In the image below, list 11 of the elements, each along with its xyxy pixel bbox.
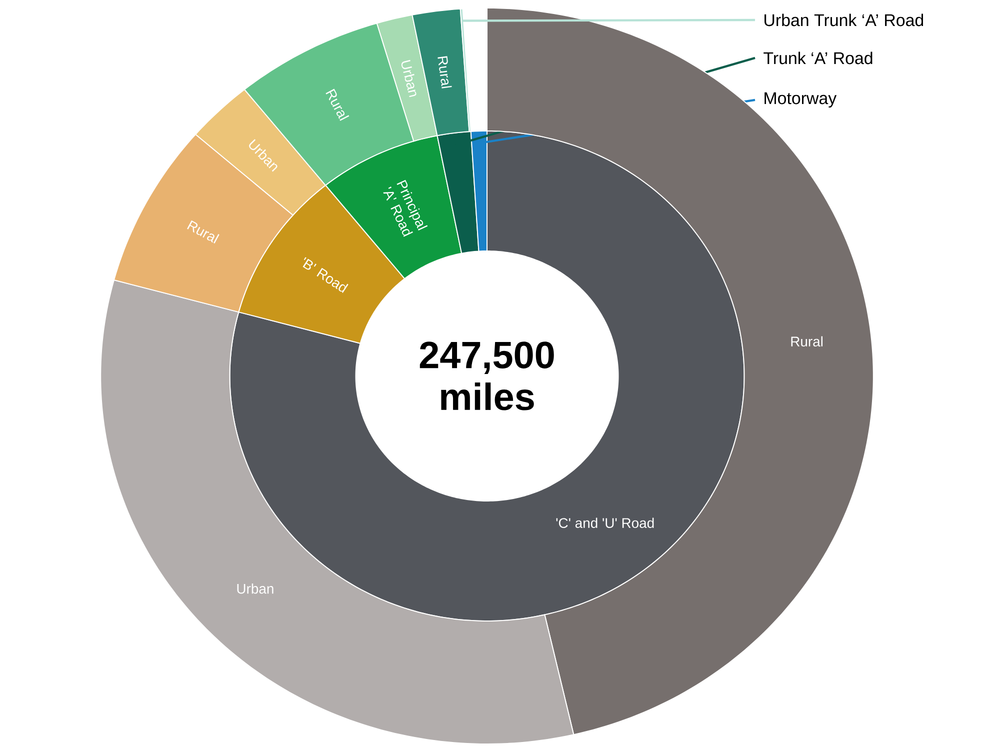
slice-label: Rural (187, 220, 220, 244)
slice-label: Urban Trunk ‘A’ Road (764, 14, 924, 26)
slice-label: Urban (237, 583, 274, 594)
slice-label: Motorway (764, 92, 837, 108)
slice-label: Rural (438, 56, 452, 88)
slice-label: 'C' and 'U' Road (556, 518, 654, 528)
text: 247,500 miles (420, 342, 554, 410)
slice-label: Urban (401, 60, 416, 98)
slice-label: Rural (326, 88, 350, 121)
slice-label: Rural (791, 336, 823, 347)
slice-label: Trunk ‘A’ Road (764, 52, 872, 64)
